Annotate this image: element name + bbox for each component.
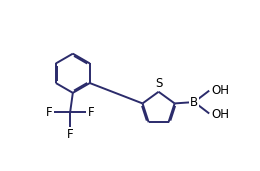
- Text: OH: OH: [211, 108, 229, 121]
- Text: F: F: [46, 106, 53, 119]
- Text: F: F: [88, 106, 94, 119]
- Text: B: B: [190, 96, 198, 109]
- Text: OH: OH: [211, 84, 229, 97]
- Text: F: F: [67, 128, 73, 141]
- Text: S: S: [155, 77, 162, 90]
